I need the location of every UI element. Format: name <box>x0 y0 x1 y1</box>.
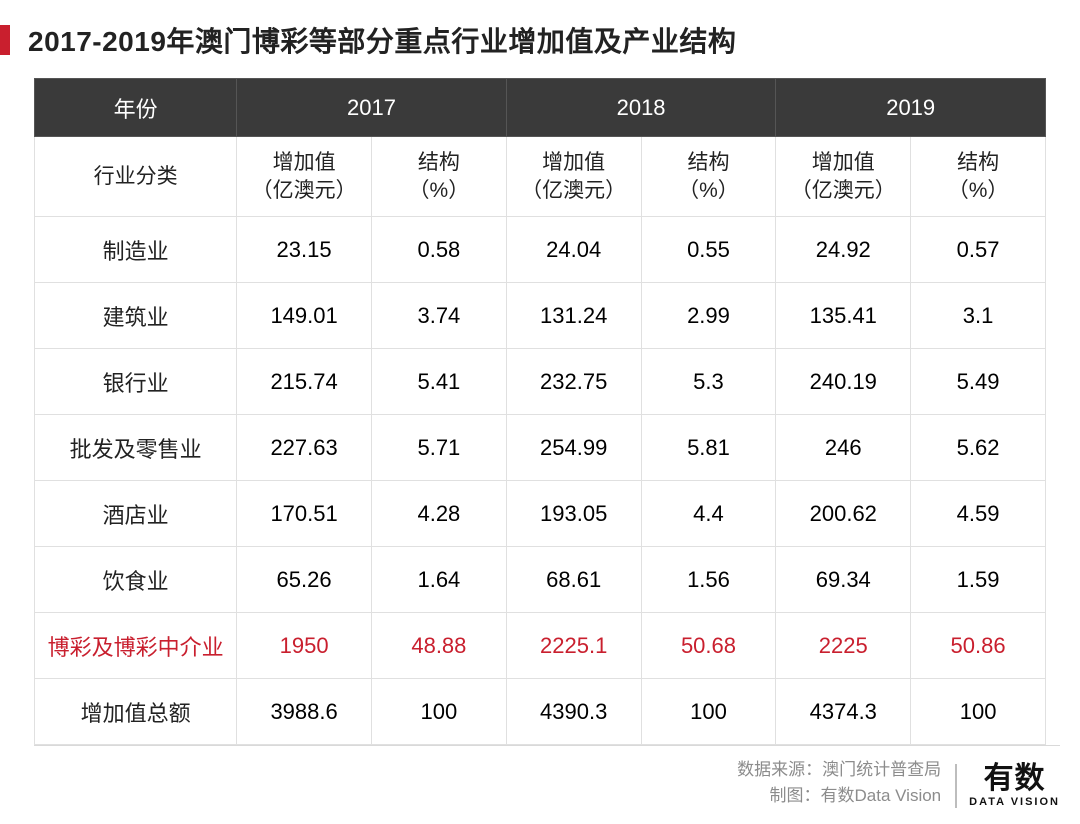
logo-sub-text: DATA VISION <box>969 796 1060 808</box>
table-row: 制造业23.150.5824.040.5524.920.57 <box>35 217 1046 283</box>
value-cell: 2225 <box>776 613 911 679</box>
share-cell: 0.58 <box>371 217 506 283</box>
source-label: 数据来源：澳门统计普查局 <box>737 757 941 783</box>
share-cell: 5.71 <box>371 415 506 481</box>
category-cell: 饮食业 <box>35 547 237 613</box>
share-cell: 3.74 <box>371 283 506 349</box>
share-cell: 1.59 <box>911 547 1046 613</box>
value-cell: 68.61 <box>506 547 641 613</box>
value-cell: 4374.3 <box>776 679 911 745</box>
footer-divider <box>34 745 1060 746</box>
value-cell: 131.24 <box>506 283 641 349</box>
value-cell: 170.51 <box>237 481 372 547</box>
share-cell: 5.62 <box>911 415 1046 481</box>
share-cell: 4.28 <box>371 481 506 547</box>
share-cell: 48.88 <box>371 613 506 679</box>
year-col-2017: 2017 <box>237 79 507 137</box>
value-cell: 23.15 <box>237 217 372 283</box>
value-cell: 193.05 <box>506 481 641 547</box>
table-row: 批发及零售业227.635.71254.995.812465.62 <box>35 415 1046 481</box>
share-cell: 100 <box>911 679 1046 745</box>
value-cell: 215.74 <box>237 349 372 415</box>
share-cell: 1.56 <box>641 547 776 613</box>
share-cell: 100 <box>641 679 776 745</box>
credit-label: 制图：有数Data Vision <box>737 783 941 809</box>
year-col-2019: 2019 <box>776 79 1046 137</box>
table-container: 年份 2017 2018 2019 行业分类 增加值（亿澳元） 结构（%） 增加… <box>0 78 1080 745</box>
industry-table: 年份 2017 2018 2019 行业分类 增加值（亿澳元） 结构（%） 增加… <box>34 78 1046 745</box>
share-cell: 5.81 <box>641 415 776 481</box>
share-cell: 4.4 <box>641 481 776 547</box>
year-col-2018: 2018 <box>506 79 776 137</box>
footer-credits: 数据来源：澳门统计普查局 制图：有数Data Vision <box>737 757 941 808</box>
value-cell: 135.41 <box>776 283 911 349</box>
logo-main-text: 有数 <box>984 764 1046 794</box>
value-cell: 232.75 <box>506 349 641 415</box>
category-cell: 酒店业 <box>35 481 237 547</box>
category-cell: 博彩及博彩中介业 <box>35 613 237 679</box>
table-header-sub: 行业分类 增加值（亿澳元） 结构（%） 增加值（亿澳元） 结构（%） 增加值（亿… <box>35 137 1046 217</box>
value-cell: 2225.1 <box>506 613 641 679</box>
share-cell: 100 <box>371 679 506 745</box>
category-cell: 建筑业 <box>35 283 237 349</box>
year-label-cell: 年份 <box>35 79 237 137</box>
value-label: 增加值（亿澳元） <box>506 137 641 217</box>
table-row: 建筑业149.013.74131.242.99135.413.1 <box>35 283 1046 349</box>
value-cell: 69.34 <box>776 547 911 613</box>
value-cell: 3988.6 <box>237 679 372 745</box>
value-cell: 1950 <box>237 613 372 679</box>
brand-logo: 有数 DATA VISION <box>955 764 1060 808</box>
value-label: 增加值（亿澳元） <box>776 137 911 217</box>
footer: 数据来源：澳门统计普查局 制图：有数Data Vision 有数 DATA VI… <box>737 757 1060 808</box>
value-cell: 4390.3 <box>506 679 641 745</box>
share-cell: 0.55 <box>641 217 776 283</box>
share-cell: 50.86 <box>911 613 1046 679</box>
value-cell: 24.92 <box>776 217 911 283</box>
share-label: 结构（%） <box>911 137 1046 217</box>
category-label-cell: 行业分类 <box>35 137 237 217</box>
value-cell: 246 <box>776 415 911 481</box>
share-cell: 50.68 <box>641 613 776 679</box>
share-label: 结构（%） <box>641 137 776 217</box>
share-cell: 2.99 <box>641 283 776 349</box>
table-row: 增加值总额3988.61004390.31004374.3100 <box>35 679 1046 745</box>
table-row: 银行业215.745.41232.755.3240.195.49 <box>35 349 1046 415</box>
share-label: 结构（%） <box>371 137 506 217</box>
table-row: 博彩及博彩中介业195048.882225.150.68222550.86 <box>35 613 1046 679</box>
category-cell: 制造业 <box>35 217 237 283</box>
value-cell: 254.99 <box>506 415 641 481</box>
table-header-years: 年份 2017 2018 2019 <box>35 79 1046 137</box>
share-cell: 5.49 <box>911 349 1046 415</box>
value-cell: 200.62 <box>776 481 911 547</box>
share-cell: 5.41 <box>371 349 506 415</box>
share-cell: 5.3 <box>641 349 776 415</box>
page-title: 2017-2019年澳门博彩等部分重点行业增加值及产业结构 <box>28 20 736 60</box>
category-cell: 银行业 <box>35 349 237 415</box>
table-row: 饮食业65.261.6468.611.5669.341.59 <box>35 547 1046 613</box>
table-row: 酒店业170.514.28193.054.4200.624.59 <box>35 481 1046 547</box>
share-cell: 0.57 <box>911 217 1046 283</box>
share-cell: 3.1 <box>911 283 1046 349</box>
value-cell: 149.01 <box>237 283 372 349</box>
share-cell: 1.64 <box>371 547 506 613</box>
value-cell: 227.63 <box>237 415 372 481</box>
share-cell: 4.59 <box>911 481 1046 547</box>
title-bar: 2017-2019年澳门博彩等部分重点行业增加值及产业结构 <box>0 0 1080 78</box>
accent-mark <box>0 25 10 55</box>
category-cell: 批发及零售业 <box>35 415 237 481</box>
value-cell: 65.26 <box>237 547 372 613</box>
category-cell: 增加值总额 <box>35 679 237 745</box>
value-cell: 240.19 <box>776 349 911 415</box>
value-cell: 24.04 <box>506 217 641 283</box>
value-label: 增加值（亿澳元） <box>237 137 372 217</box>
